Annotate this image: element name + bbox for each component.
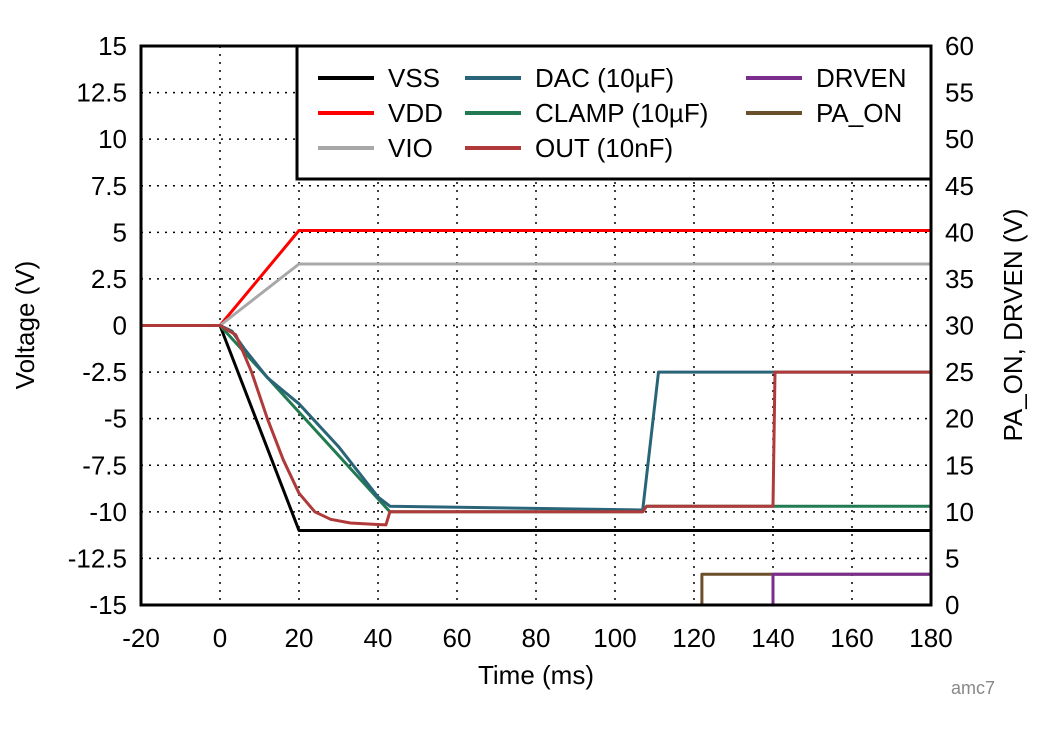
x-tick-labels: -20 0 20 40 60 80 100 120 140 160 180 <box>122 623 952 653</box>
y-tick-label: 12.5 <box>76 78 127 108</box>
x-tick-label: 60 <box>443 623 472 653</box>
y2-tick-label: 45 <box>945 171 974 201</box>
y-tick-label: -10 <box>89 497 127 527</box>
x-tick-label: 40 <box>364 623 393 653</box>
legend: VSS VDD VIO DAC (10µF) CLAMP (10µF) OUT (10nF… <box>295 44 933 181</box>
legend-entry-vdd: VDD <box>318 98 443 128</box>
y2-tick-label: 20 <box>945 404 974 434</box>
y2-tick-label: 5 <box>945 543 959 573</box>
watermark: amc7 <box>951 678 995 698</box>
y-tick-label: 0 <box>113 311 127 341</box>
y-tick-labels: 15 12.5 10 7.5 5 2.5 0 -2.5 -5 -7.5 -10 -12.5 -15 <box>68 31 127 620</box>
legend-label: VSS <box>388 63 440 93</box>
series-group <box>141 229 931 605</box>
legend-label: VIO <box>388 133 433 163</box>
x-axis-title: Time (ms) <box>478 660 594 690</box>
legend-label: DRVEN <box>816 63 907 93</box>
x-tick-label: 0 <box>213 623 227 653</box>
y2-tick-label: 35 <box>945 264 974 294</box>
series-line-drven <box>141 572 931 605</box>
y-axis-title: Voltage (V) <box>10 261 40 390</box>
legend-entry-clamp-10-f: CLAMP (10µF) <box>465 98 708 128</box>
legend-entry-dac-10-f: DAC (10µF) <box>465 63 674 93</box>
legend-entry-pa-on: PA_ON <box>746 98 902 128</box>
y2-tick-label: 0 <box>945 590 959 620</box>
y2-tick-label: 55 <box>945 78 974 108</box>
y2-tick-label: 50 <box>945 124 974 154</box>
x-tick-label: 100 <box>593 623 636 653</box>
x-tick-label: -20 <box>122 623 160 653</box>
legend-box <box>295 44 933 181</box>
legend-label: DAC (10µF) <box>535 63 674 93</box>
y2-tick-label: 25 <box>945 357 974 387</box>
legend-entry-drven: DRVEN <box>746 63 907 93</box>
x-tick-label: 120 <box>672 623 715 653</box>
y2-tick-label: 10 <box>945 497 974 527</box>
y-tick-label: 7.5 <box>91 171 127 201</box>
y-tick-label: -7.5 <box>82 450 127 480</box>
y-tick-label: -5 <box>104 404 127 434</box>
legend-label: VDD <box>388 98 443 128</box>
legend-label: PA_ON <box>816 98 902 128</box>
legend-entry-out-10nf: OUT (10nF) <box>465 133 673 163</box>
x-tick-label: 80 <box>522 623 551 653</box>
y2-tick-label: 30 <box>945 311 974 341</box>
y-tick-label: -12.5 <box>68 543 127 573</box>
y-tick-label: 10 <box>98 124 127 154</box>
legend-label: OUT (10nF) <box>535 133 673 163</box>
y2-tick-label: 60 <box>945 31 974 61</box>
y-tick-label: -15 <box>89 590 127 620</box>
x-tick-label: 20 <box>285 623 314 653</box>
legend-entry-vio: VIO <box>318 133 433 163</box>
x-tick-label: 160 <box>830 623 873 653</box>
y2-tick-label: 15 <box>945 450 974 480</box>
series-line-out-10nf <box>141 324 931 527</box>
y-tick-label: -2.5 <box>82 357 127 387</box>
y2-tick-label: 40 <box>945 217 974 247</box>
x-tick-label: 180 <box>909 623 952 653</box>
y-tick-label: 5 <box>113 217 127 247</box>
y-tick-label: 15 <box>98 31 127 61</box>
legend-label: CLAMP (10µF) <box>535 98 708 128</box>
y-tick-label: 2.5 <box>91 264 127 294</box>
x-tick-label: 140 <box>751 623 794 653</box>
y2-axis-title: PA_ON, DRVEN (V) <box>998 208 1028 441</box>
legend-entry-vss: VSS <box>318 63 440 93</box>
